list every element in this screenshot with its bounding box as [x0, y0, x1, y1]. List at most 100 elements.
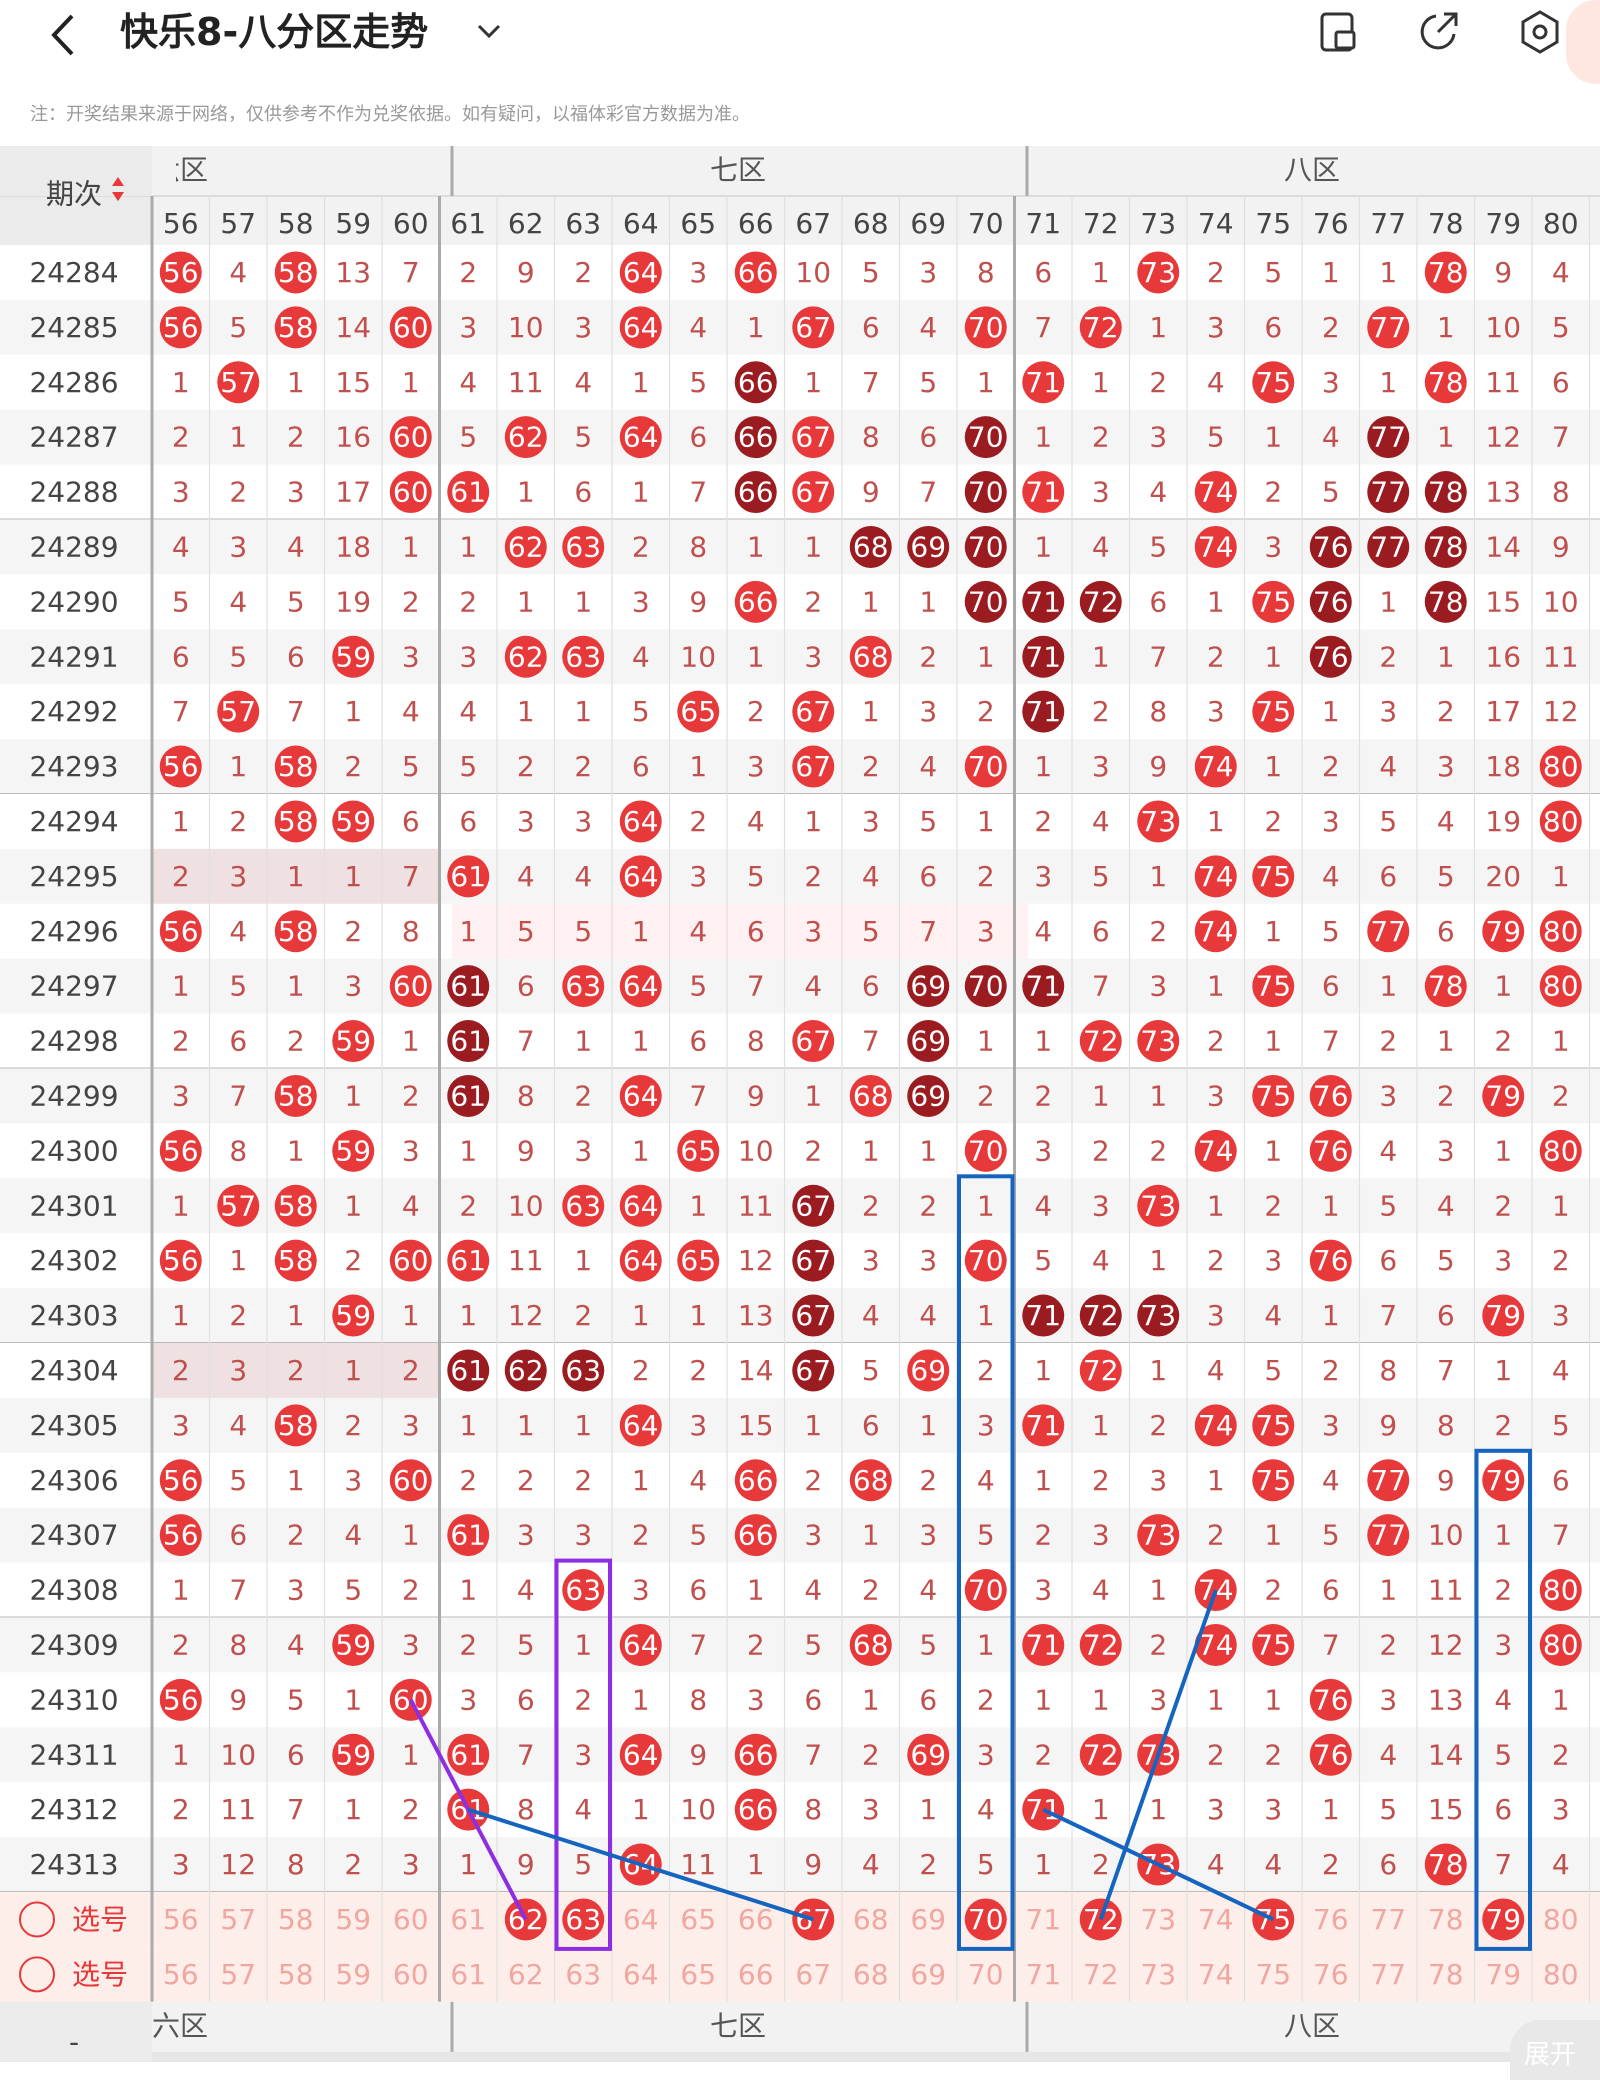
omission-count: 7	[919, 476, 937, 509]
omission-count: 2	[402, 1079, 420, 1112]
omission-count: 6	[919, 1683, 937, 1716]
column-number: 79	[1485, 207, 1521, 240]
omission-count: 4	[1379, 1738, 1397, 1771]
hit-number: 77	[1370, 311, 1406, 344]
chevron-down-icon[interactable]	[474, 16, 504, 46]
hit-ball	[964, 580, 1007, 623]
hit-ball	[274, 745, 317, 788]
omission-count: 7	[1322, 1025, 1340, 1058]
hit-number: 74	[1198, 530, 1234, 563]
omission-count: 2	[632, 530, 650, 563]
omission-count: 1	[804, 530, 822, 563]
issue-number: 24302	[29, 1244, 118, 1277]
omission-count: 3	[459, 1683, 477, 1716]
hit-ball	[792, 745, 835, 788]
hit-number: 62	[508, 640, 544, 673]
hit-number: 60	[393, 421, 429, 454]
omission-count: 4	[919, 750, 937, 783]
radio-icon[interactable]	[19, 1901, 55, 1938]
page-title[interactable]: 快乐8-八分区走势	[120, 10, 429, 54]
hit-ball	[619, 1074, 662, 1117]
hit-ball	[1539, 800, 1582, 843]
omission-count: 3	[402, 1409, 420, 1442]
hit-ball	[562, 1569, 605, 1612]
omission-count: 6	[632, 750, 650, 783]
hit-ball	[1252, 965, 1295, 1008]
omission-count: 4	[1092, 805, 1110, 838]
omission-count: 1	[1264, 640, 1282, 673]
hit-number: 76	[1313, 530, 1349, 563]
omission-count: 10	[738, 1134, 774, 1167]
omission-count: 2	[1034, 1519, 1052, 1552]
scrollbar[interactable]	[152, 2051, 1600, 2062]
omission-count: 1	[344, 1079, 362, 1112]
omission-count: 1	[1149, 1079, 1167, 1112]
omission-count: 7	[229, 1079, 247, 1112]
pick-ball-selected[interactable]	[964, 1898, 1007, 1941]
omission-count: 4	[689, 915, 707, 948]
omission-count: 4	[804, 970, 822, 1003]
hit-number: 76	[1313, 640, 1349, 673]
omission-count: 1	[862, 1519, 880, 1552]
hit-number: 67	[795, 311, 831, 344]
omission-count: 1	[172, 1738, 190, 1771]
sort-up-icon[interactable]	[112, 177, 124, 186]
hit-number: 68	[853, 640, 889, 673]
omission-count: 2	[1207, 640, 1225, 673]
hit-ball	[274, 1404, 317, 1447]
hit-number: 58	[278, 805, 314, 838]
hit-ball	[619, 1239, 662, 1282]
omission-count: 1	[517, 1409, 535, 1442]
omission-count: 6	[1322, 1574, 1340, 1607]
hit-ball	[332, 1733, 375, 1776]
radio-icon[interactable]	[19, 1956, 55, 1993]
pick-number: 78	[1428, 1958, 1464, 1991]
hit-number: 64	[623, 805, 659, 838]
hit-number: 59	[335, 805, 371, 838]
omission-count: 18	[335, 530, 371, 563]
annotation-box-70	[957, 1174, 1015, 1951]
hit-number: 71	[1025, 1299, 1061, 1332]
column-number: 66	[738, 207, 774, 240]
settings-icon[interactable]	[1516, 8, 1564, 56]
pick-ball-selected[interactable]	[562, 1898, 605, 1941]
screen-icon[interactable]	[1314, 8, 1362, 56]
hit-ball	[1539, 1129, 1582, 1172]
omission-count: 4	[229, 585, 247, 618]
hit-number: 74	[1198, 476, 1234, 509]
expand-button[interactable]: 展开	[1510, 2020, 1600, 2080]
issue-number: 24305	[29, 1409, 118, 1442]
omission-count: 7	[172, 695, 190, 728]
omission-count: 1	[1379, 366, 1397, 399]
back-icon[interactable]	[44, 10, 84, 60]
pick-ball-selected[interactable]	[1482, 1898, 1525, 1941]
share-icon[interactable]	[1414, 8, 1462, 56]
avatar[interactable]	[1566, 0, 1600, 84]
omission-count: 12	[508, 1299, 544, 1332]
omission-count: 2	[287, 1519, 305, 1552]
hit-ball	[159, 1239, 202, 1282]
hit-ball	[1079, 580, 1122, 623]
omission-count: 3	[574, 311, 592, 344]
column-number: 59	[335, 207, 371, 240]
hit-number: 70	[968, 1574, 1004, 1607]
column-number: 62	[508, 207, 544, 240]
omission-count: 4	[1494, 1683, 1512, 1716]
hit-ball	[1309, 525, 1352, 568]
omission-count: 3	[1207, 1793, 1225, 1826]
omission-count: 5	[1264, 1354, 1282, 1387]
omission-count: 2	[1092, 1134, 1110, 1167]
hit-ball	[1194, 910, 1237, 953]
omission-count: 6	[1322, 970, 1340, 1003]
sort-down-icon[interactable]	[112, 192, 124, 201]
hit-number: 71	[1025, 366, 1061, 399]
hit-ball	[1252, 1404, 1295, 1447]
hit-ball	[1022, 690, 1065, 733]
omission-count: 6	[517, 970, 535, 1003]
omission-count: 1	[1264, 1519, 1282, 1552]
omission-count: 4	[574, 860, 592, 893]
omission-count: 1	[574, 1409, 592, 1442]
hit-number: 61	[450, 1025, 486, 1058]
omission-count: 1	[344, 695, 362, 728]
omission-count: 2	[1322, 1848, 1340, 1881]
